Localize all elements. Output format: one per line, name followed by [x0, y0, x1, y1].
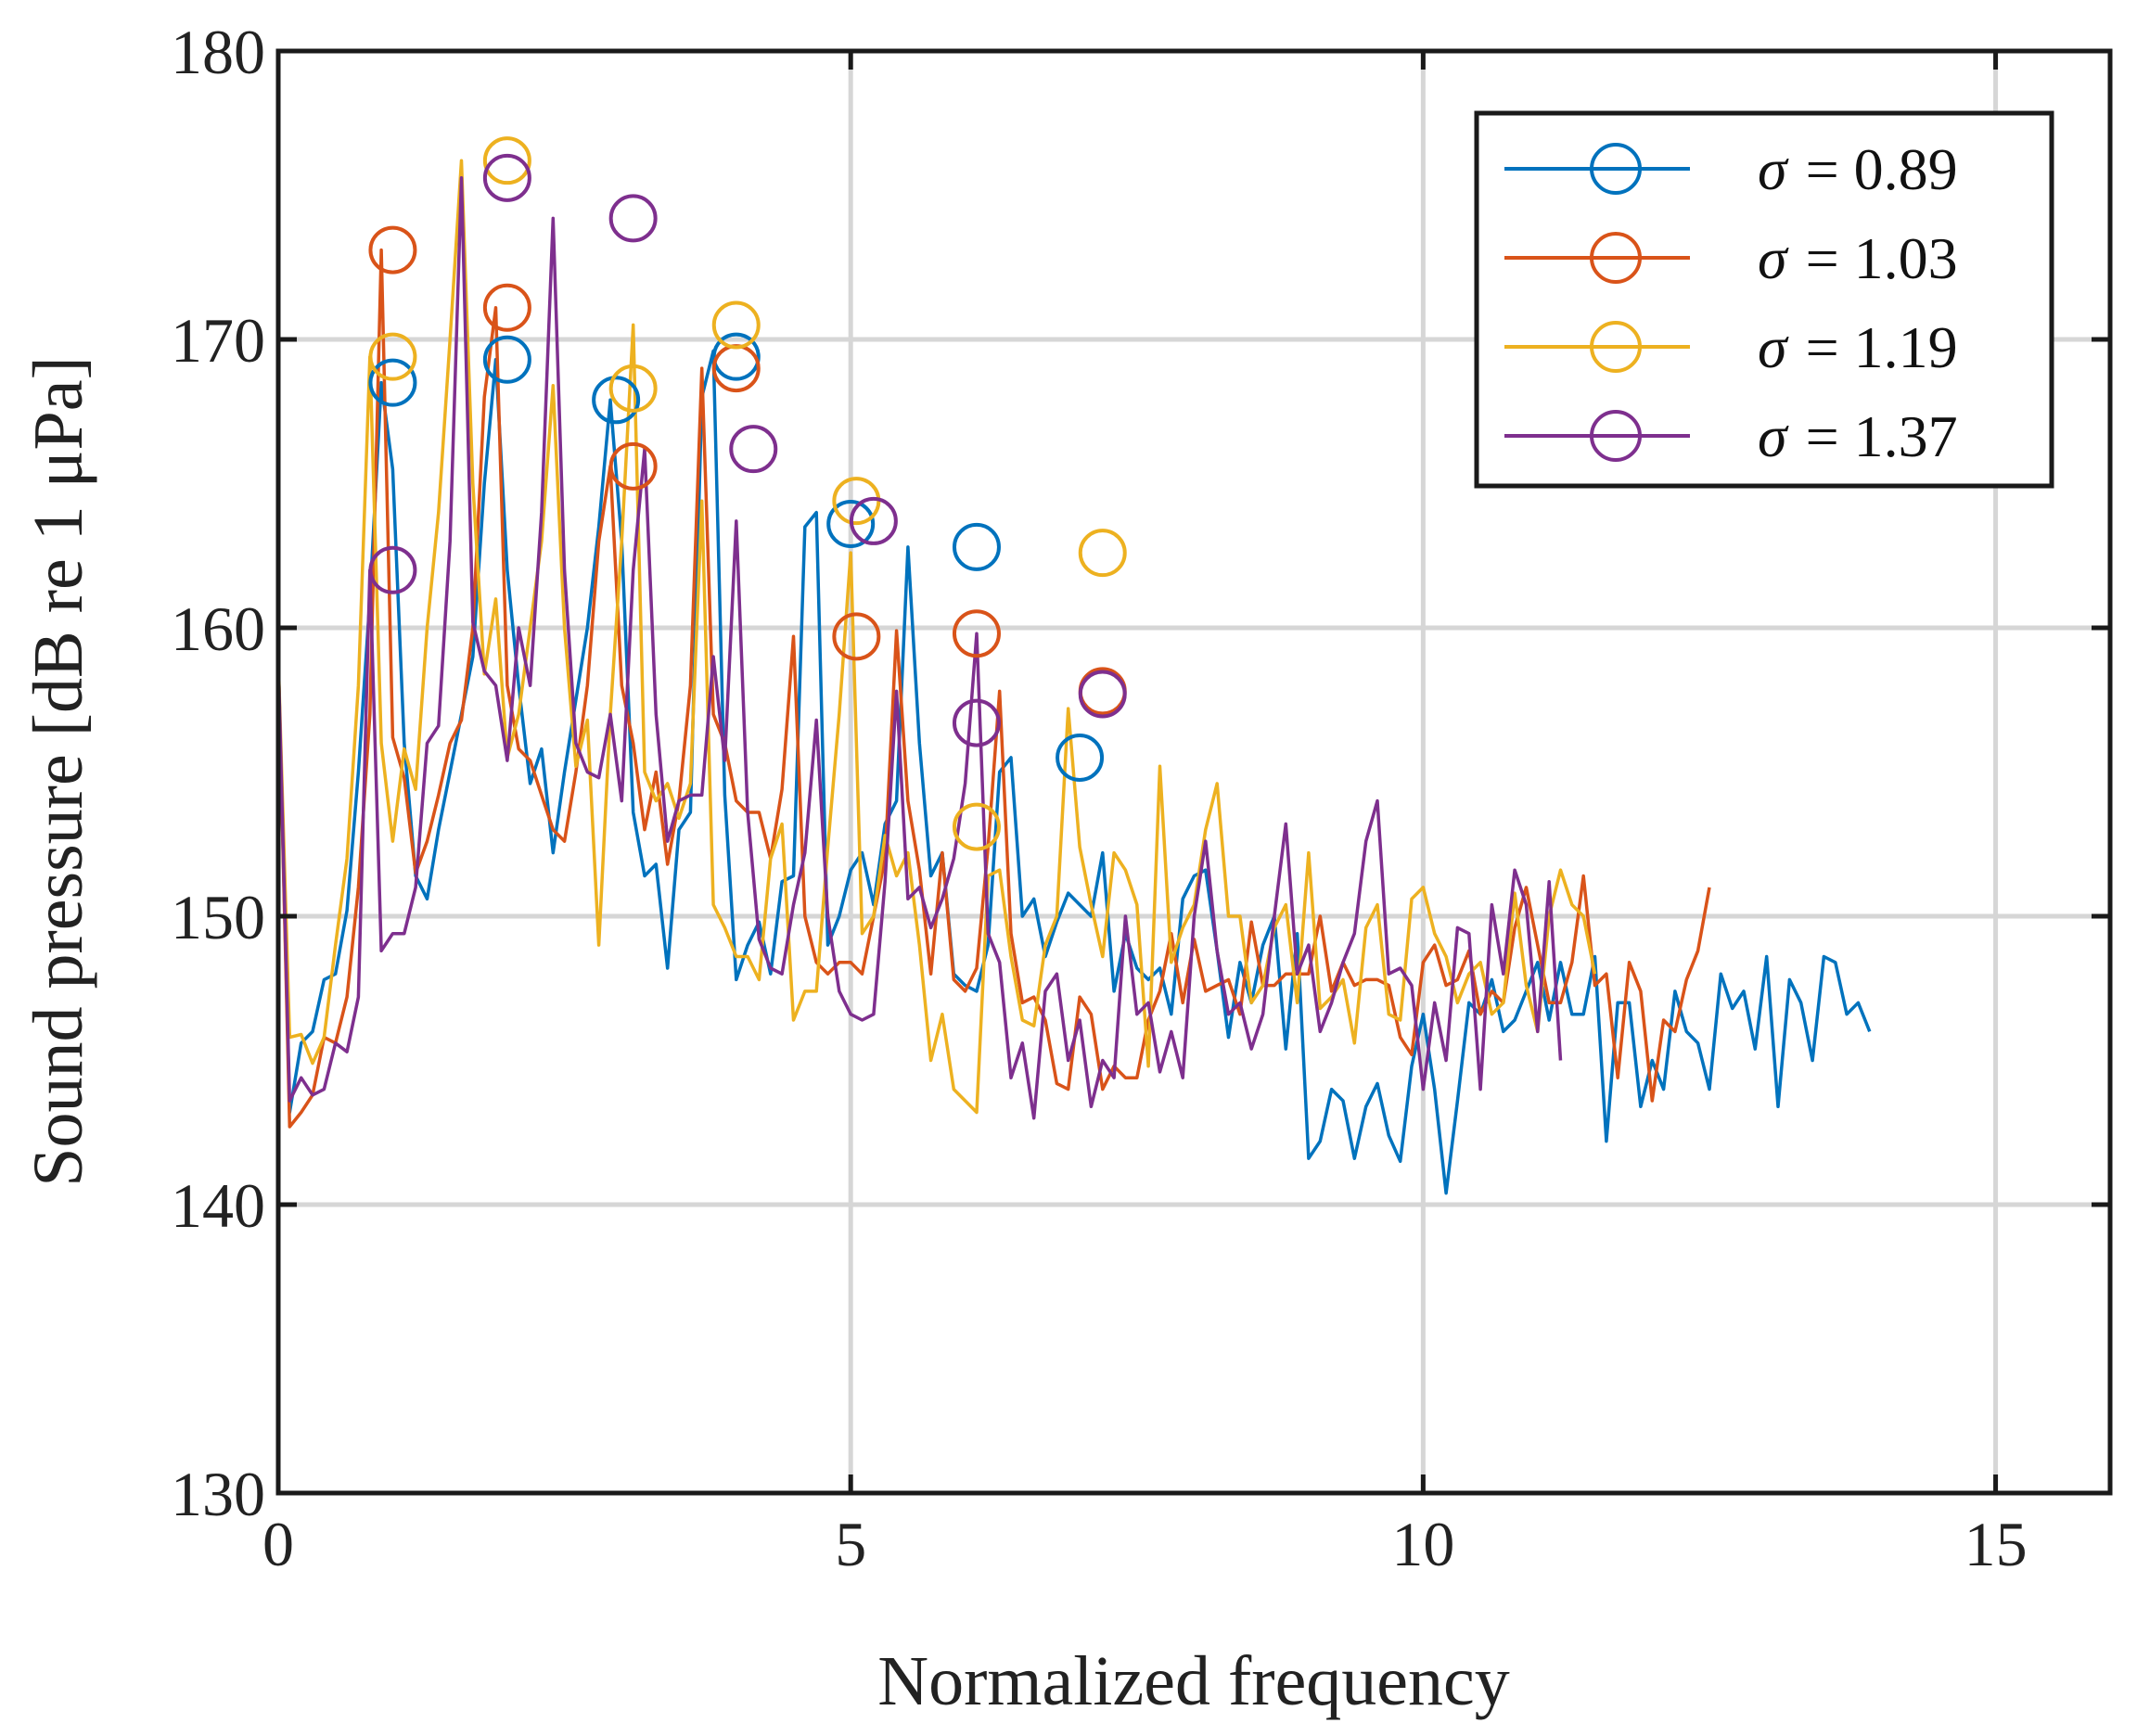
- plot-series: [276, 136, 1872, 1195]
- y-tick-label: 180: [171, 17, 265, 87]
- peak-marker: [952, 698, 1001, 747]
- legend-sigma: σ: [1758, 314, 1789, 380]
- peak-marker: [711, 332, 761, 381]
- legend-label-3: σ = 1.19: [1758, 314, 1958, 380]
- peak-marker: [482, 136, 531, 185]
- y-axis-title: Sound pressure [dB re 1 μPa]: [19, 356, 97, 1187]
- peak-marker: [482, 283, 531, 332]
- legend-sigma: σ: [1758, 403, 1789, 469]
- y-tick-label: 130: [171, 1459, 265, 1529]
- peak-marker: [952, 802, 1001, 851]
- peak-marker: [608, 441, 658, 491]
- legend-marker-4: [1590, 410, 1642, 462]
- peak-marker: [368, 225, 417, 274]
- legend-label-2: σ = 1.03: [1758, 225, 1958, 291]
- legend-label-4: σ = 1.37: [1758, 403, 1958, 469]
- x-tick-label: 15: [1964, 1509, 2028, 1579]
- peak-marker: [608, 194, 658, 243]
- x-tick-label: 0: [262, 1509, 294, 1579]
- legend-label-1: σ = 0.89: [1758, 136, 1958, 202]
- legend-value: = 1.19: [1806, 314, 1958, 380]
- peak-marker: [1056, 733, 1105, 782]
- legend-sigma: σ: [1758, 225, 1789, 291]
- y-tick-label: 170: [171, 305, 265, 376]
- x-tick-label: 5: [835, 1509, 866, 1579]
- peak-marker: [832, 612, 881, 661]
- peak-marker: [482, 153, 531, 202]
- y-tick-label: 160: [171, 594, 265, 664]
- peak-marker: [1078, 529, 1127, 578]
- tick-labels: 0 5 10 15 130 140 150 160 170 180: [171, 17, 2028, 1579]
- legend: σ = 0.89 σ = 1.03 σ = 1.19 σ = 1.37: [1474, 110, 2054, 489]
- tick-marks: [275, 48, 2110, 1496]
- legend-value: = 1.37: [1806, 403, 1958, 469]
- y-tick-label: 140: [171, 1170, 265, 1241]
- peak-marker: [368, 545, 417, 594]
- peak-marker: [952, 609, 1001, 658]
- y-tick-label: 150: [171, 882, 265, 952]
- series-line-1: [276, 349, 1872, 1195]
- legend-sigma: σ: [1758, 136, 1789, 202]
- peak-marker: [608, 364, 658, 413]
- series-line-3: [276, 159, 1597, 1115]
- peak-marker: [368, 358, 417, 407]
- series-line-4: [276, 176, 1563, 1120]
- peak-marker: [1078, 670, 1127, 719]
- plot-frame: [275, 48, 2113, 1496]
- peak-marker: [729, 425, 778, 474]
- legend-marker-1: [1590, 143, 1642, 195]
- peak-marker: [592, 376, 641, 425]
- legend-marker-3: [1590, 321, 1642, 373]
- x-tick-label: 10: [1391, 1509, 1454, 1579]
- peak-marker: [952, 522, 1001, 571]
- x-axis-title: Normalized frequency: [877, 1642, 1510, 1720]
- peak-marker: [826, 500, 876, 549]
- peak-marker: [482, 335, 531, 384]
- legend-marker-2: [1590, 232, 1642, 284]
- legend-value: = 0.89: [1806, 136, 1958, 202]
- legend-value: = 1.03: [1806, 225, 1958, 291]
- peak-marker: [368, 332, 417, 381]
- legend-box: [1474, 110, 2054, 489]
- peak-marker: [711, 300, 761, 350]
- peak-marker: [849, 496, 898, 545]
